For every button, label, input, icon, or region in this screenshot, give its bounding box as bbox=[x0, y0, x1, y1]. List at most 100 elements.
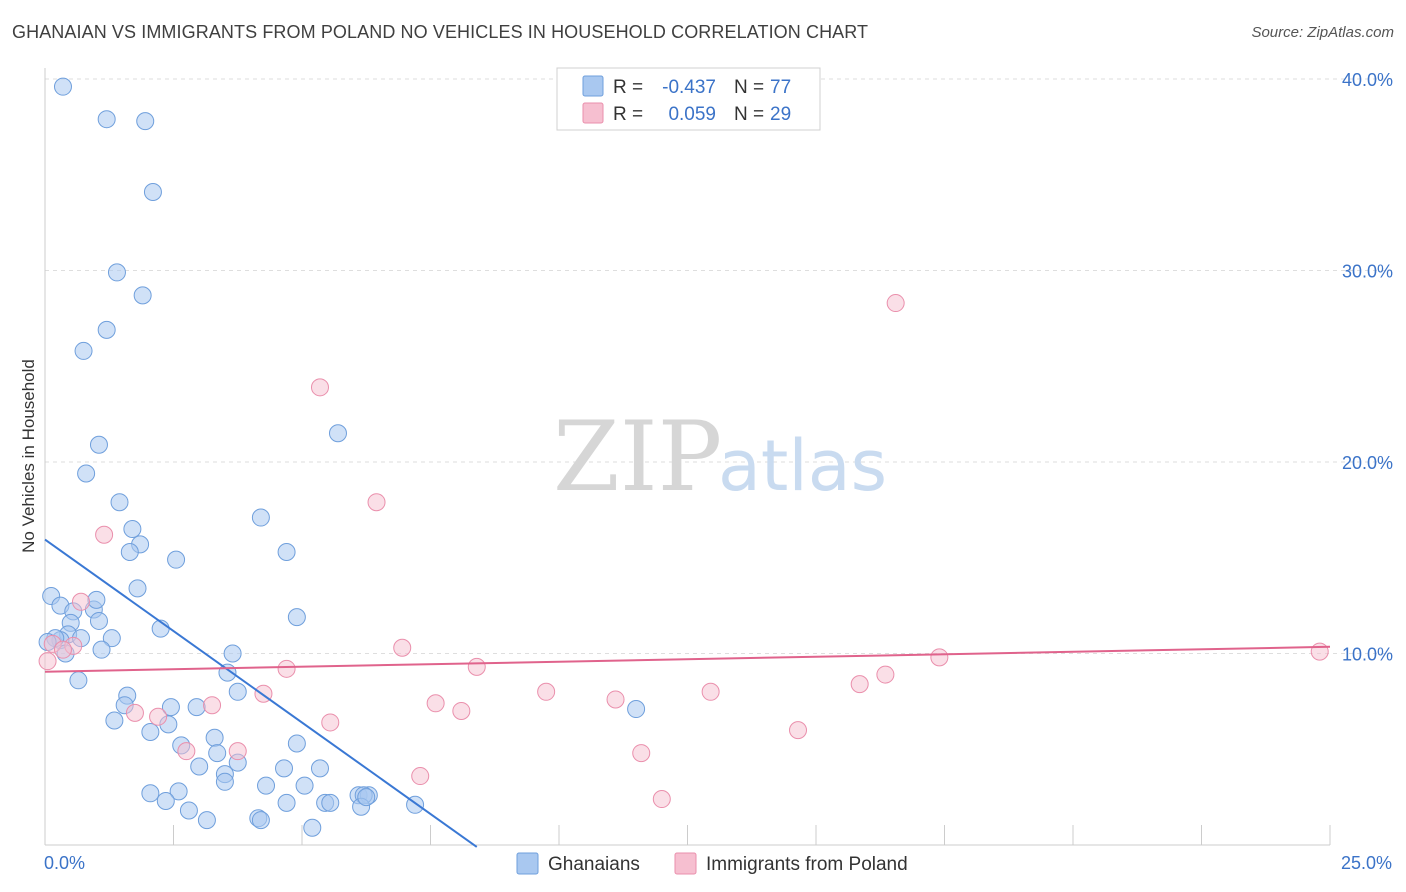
y-tick-label: 10.0% bbox=[1342, 645, 1393, 665]
ghanaians-point bbox=[328, 424, 347, 443]
x-tick-label-min: 0.0% bbox=[44, 853, 85, 873]
ghanaians-point bbox=[277, 793, 296, 812]
poland-point bbox=[789, 721, 808, 740]
poland-point bbox=[71, 592, 90, 611]
x-tick-marks bbox=[173, 825, 1331, 845]
ghanaians-point bbox=[321, 793, 340, 812]
ghanaians-point bbox=[97, 110, 116, 129]
ghanaians-point bbox=[156, 791, 175, 810]
watermark-atlas: atlas bbox=[718, 425, 887, 507]
ghanaians-point bbox=[141, 723, 160, 742]
ghanaians-trend-line bbox=[44, 538, 478, 848]
ghanaians-point bbox=[110, 493, 129, 512]
watermark: ZIP atlas bbox=[553, 401, 887, 513]
ghanaians-point bbox=[287, 608, 306, 627]
legend-n-value-1: 77 bbox=[770, 77, 791, 98]
ghanaians-point bbox=[627, 700, 646, 719]
series-legend-label-ghanaians: Ghanaians bbox=[548, 854, 640, 875]
y-axis-label: No Vehicles in Household bbox=[19, 359, 38, 553]
legend-r-value-1: -0.437 bbox=[662, 77, 716, 98]
ghanaians-point bbox=[169, 782, 188, 801]
poland-point bbox=[426, 694, 445, 713]
ghanaians-point bbox=[277, 543, 296, 562]
ghanaians-point bbox=[77, 464, 96, 483]
series-legend: Ghanaians Immigrants from Poland bbox=[516, 852, 908, 875]
legend-n-value-2: 29 bbox=[770, 104, 791, 125]
poland-point bbox=[95, 525, 114, 544]
ghanaians-point bbox=[141, 784, 160, 803]
poland-point bbox=[149, 707, 168, 726]
ghanaians-point bbox=[53, 77, 72, 96]
poland-point bbox=[652, 790, 671, 809]
ghanaians-point bbox=[190, 757, 209, 776]
correlation-legend: R = -0.437 N = 77 R = 0.059 N = 29 bbox=[556, 67, 821, 131]
x-tick-label-max: 25.0% bbox=[1341, 853, 1392, 873]
poland-trend-line bbox=[44, 645, 1331, 673]
legend-r-label-1: R = bbox=[613, 77, 643, 98]
poland-point bbox=[467, 657, 486, 676]
legend-r-label-2: R = bbox=[613, 104, 643, 125]
ghanaians-point bbox=[215, 772, 234, 791]
poland-point bbox=[632, 744, 651, 763]
ghanaians-point bbox=[133, 286, 152, 305]
poland-point bbox=[1310, 642, 1329, 661]
poland-point bbox=[38, 652, 57, 671]
legend-n-label-2: N = bbox=[734, 104, 764, 125]
ghanaians-point bbox=[143, 182, 162, 201]
legend-swatch-poland bbox=[582, 102, 604, 124]
ghanaians-point bbox=[102, 629, 121, 648]
poland-point bbox=[277, 659, 296, 678]
series-legend-label-poland: Immigrants from Poland bbox=[706, 854, 908, 875]
poland-point bbox=[310, 378, 329, 397]
ghanaians-point bbox=[295, 776, 314, 795]
ghanaians-point bbox=[287, 734, 306, 753]
ghanaians-point bbox=[208, 744, 227, 763]
ghanaians-point bbox=[179, 801, 198, 820]
ghanaians-point bbox=[97, 320, 116, 339]
ghanaians-point bbox=[128, 579, 147, 598]
poland-point bbox=[203, 696, 222, 715]
poland-point bbox=[393, 638, 412, 657]
poland-point bbox=[850, 675, 869, 694]
ghanaians-point bbox=[197, 811, 216, 830]
series-legend-swatch-ghanaians bbox=[516, 852, 539, 875]
poland-point bbox=[452, 701, 471, 720]
poland-point bbox=[606, 690, 625, 709]
y-tick-label: 20.0% bbox=[1342, 453, 1393, 473]
ghanaians-point bbox=[123, 520, 142, 539]
watermark-zip: ZIP bbox=[553, 401, 722, 513]
ghanaians-point bbox=[205, 728, 224, 747]
ghanaians-point bbox=[136, 112, 155, 131]
ghanaians-point bbox=[74, 341, 93, 360]
poland-points bbox=[38, 294, 1329, 809]
poland-point bbox=[701, 682, 720, 701]
ghanaians-point bbox=[107, 263, 126, 282]
poland-point bbox=[537, 682, 556, 701]
ghanaians-point bbox=[223, 644, 242, 663]
ghanaians-point bbox=[167, 550, 186, 569]
grid-lines bbox=[45, 78, 1392, 654]
poland-point bbox=[930, 648, 949, 667]
source-credit: Source: ZipAtlas.com bbox=[1251, 24, 1394, 41]
legend-swatch-ghanaians bbox=[582, 75, 604, 97]
poland-point bbox=[228, 742, 247, 761]
ghanaians-point bbox=[87, 590, 106, 609]
ghanaians-point bbox=[357, 788, 376, 807]
ghanaians-point bbox=[303, 818, 322, 837]
ghanaians-point bbox=[120, 543, 139, 562]
poland-point bbox=[53, 640, 72, 659]
ghanaians-point bbox=[257, 776, 276, 795]
ghanaians-point bbox=[251, 508, 270, 527]
y-tick-label: 40.0% bbox=[1342, 70, 1393, 90]
chart-title: GHANAIAN VS IMMIGRANTS FROM POLAND NO VE… bbox=[12, 22, 869, 42]
poland-point bbox=[177, 742, 196, 761]
ghanaians-point bbox=[92, 640, 111, 659]
ghanaians-point bbox=[161, 698, 180, 717]
legend-n-label-1: N = bbox=[734, 77, 764, 98]
ghanaians-point bbox=[275, 759, 294, 778]
ghanaians-point bbox=[251, 811, 270, 830]
legend-r-value-2: 0.059 bbox=[668, 104, 716, 125]
trend-lines bbox=[44, 538, 1331, 848]
y-tick-labels: 10.0% 20.0% 30.0% 40.0% bbox=[1342, 70, 1393, 665]
poland-point bbox=[367, 493, 386, 512]
